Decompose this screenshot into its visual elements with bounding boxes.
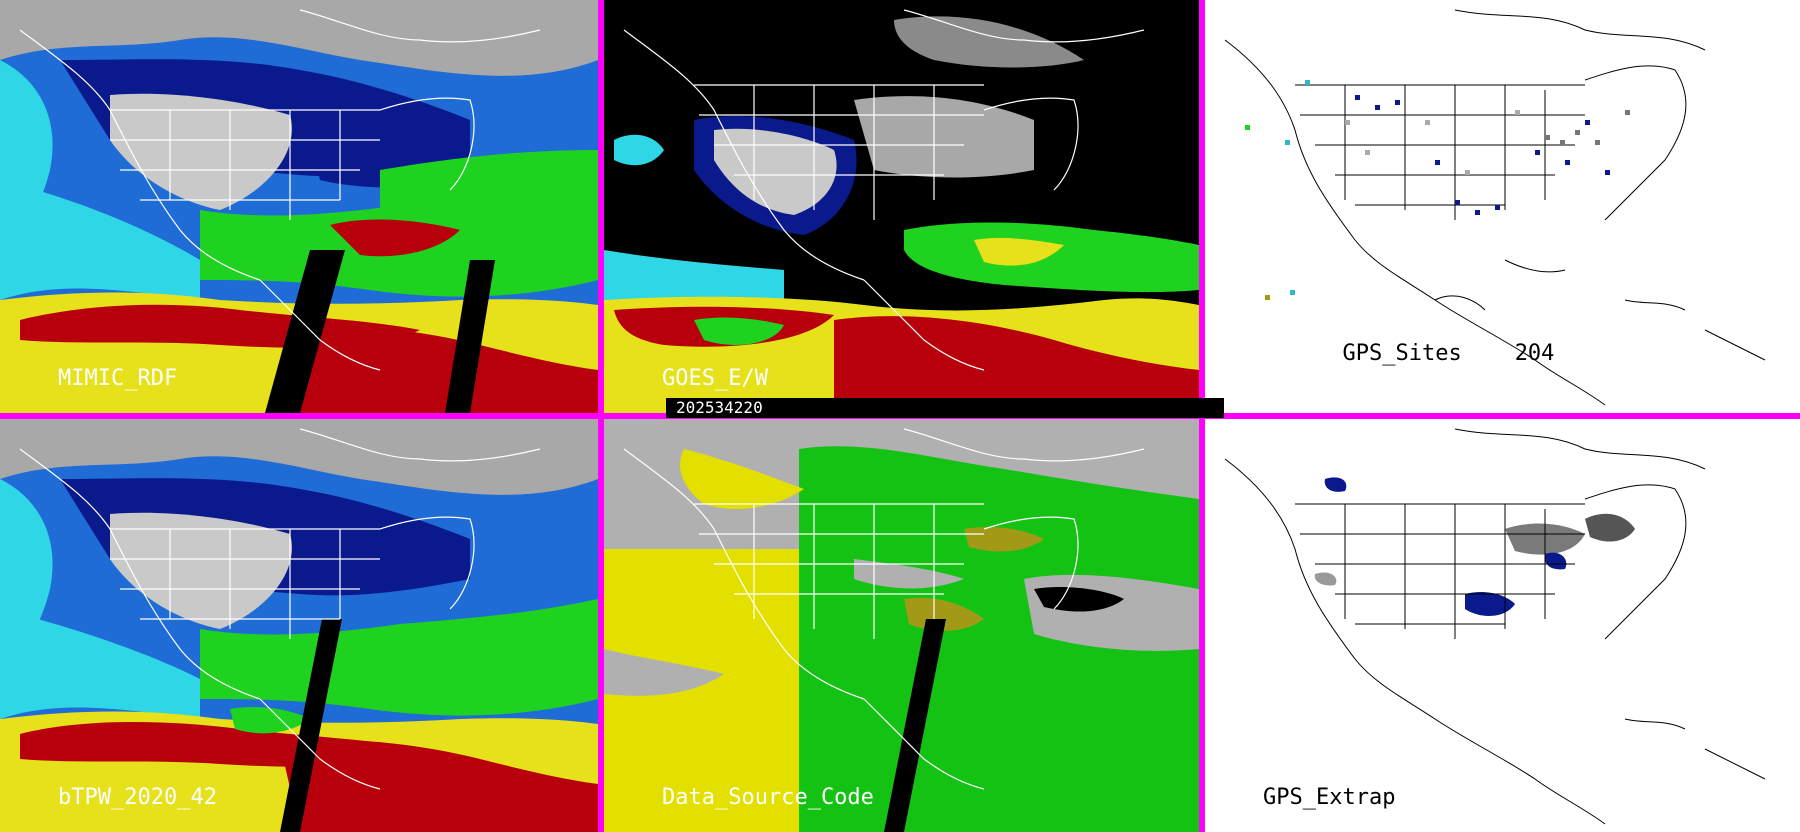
tpw-map-mimic [0,0,598,413]
panel-goes: GOES_E/W [604,0,1199,413]
gps-sites-map [1205,0,1800,413]
gps-sites-label-text: GPS_Sites [1342,341,1462,366]
panel-label-data-source: Data_Source_Code [662,785,874,810]
panel-data-source: Data_Source_Code [604,419,1199,832]
panel-label-gps-sites: GPS_Sites 204 [1263,316,1554,391]
gps-sites-count: 204 [1514,341,1555,366]
tpw-map-btpw [0,419,598,832]
site-markers [1245,80,1630,300]
timestamp-bar: 202534220 [666,398,1224,418]
panel-gps-sites: GPS_Sites 204 [1205,0,1800,413]
panel-btpw: bTPW_2020_42 [0,419,598,832]
data-source-map [604,419,1199,832]
panel-label-gps-extrap: GPS_Extrap [1263,785,1396,810]
panel-gps-extrap: GPS_Extrap [1205,419,1800,832]
panel-label-btpw: bTPW_2020_42 [58,785,217,810]
panel-label-goes: GOES_E/W [662,366,768,391]
panel-mimic-rdf: MIMIC_RDF [0,0,598,413]
panel-label-mimic: MIMIC_RDF [58,366,178,391]
gps-extrap-map [1205,419,1800,832]
tpw-map-goes [604,0,1199,413]
